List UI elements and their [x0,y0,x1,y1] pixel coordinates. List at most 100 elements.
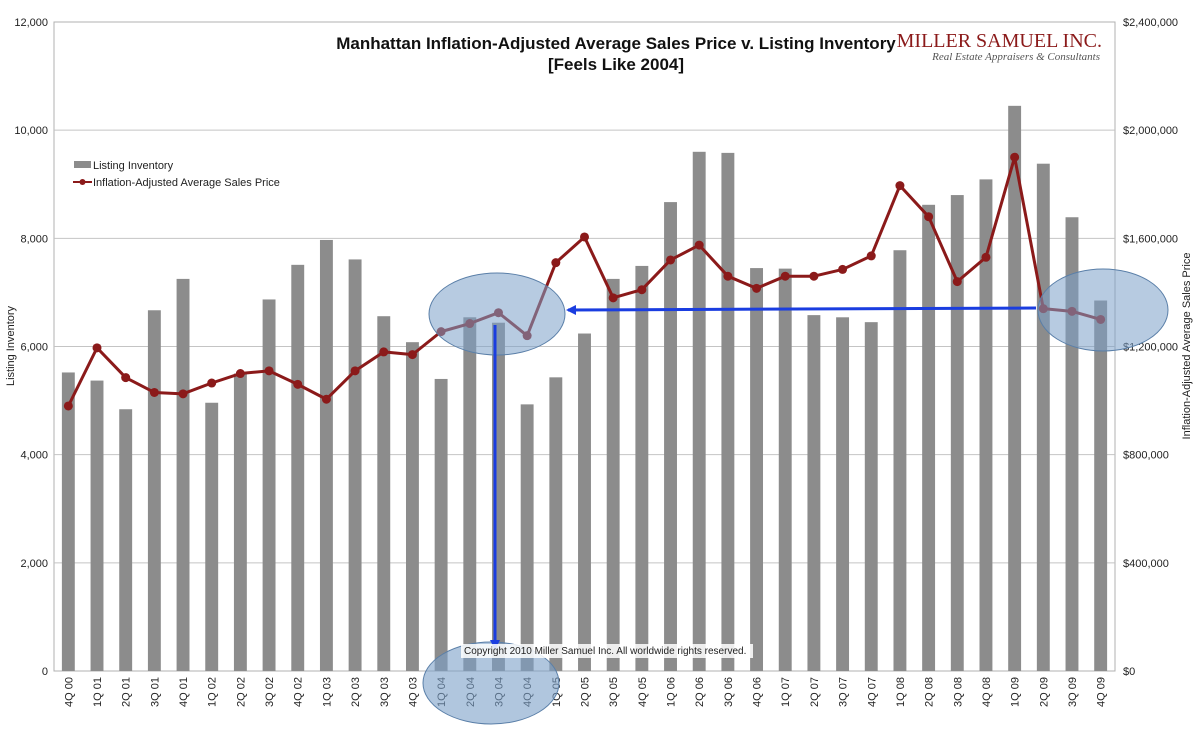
inventory-bar [750,268,764,671]
x-tick-label: 1Q 03 [321,677,333,707]
price-point [637,285,647,295]
x-tick-label: 3Q 06 [723,677,735,707]
inventory-bar [950,195,964,672]
x-tick-label: 4Q 06 [752,677,764,707]
x-tick-label: 2Q 09 [1038,677,1050,707]
x-tick-label: 4Q 09 [1096,677,1108,707]
y2-tick-label: $0 [1123,666,1135,678]
y-tick-label: 8,000 [20,233,48,245]
x-tick-label: 4Q 07 [866,677,878,707]
y-tick-label: 0 [42,666,48,678]
y2-tick-label: $1,600,000 [1123,233,1178,245]
highlight-ellipse-2004 [428,272,566,356]
x-tick-label: 4Q 01 [178,677,190,707]
inventory-bar [807,315,821,671]
price-point [235,369,245,379]
y-axis-title: Listing Inventory [5,305,17,386]
price-point [92,343,102,353]
legend-label-price: Inflation-Adjusted Average Sales Price [93,177,280,189]
horizontal-arrow [566,304,1037,315]
inventory-bar [549,377,563,671]
copyright-backdrop [461,644,753,658]
x-tick-label: 4Q 00 [63,677,75,707]
inventory-bar [61,372,75,671]
inventory-bar [205,402,219,671]
x-tick-label: 2Q 08 [924,677,936,707]
x-tick-label: 4Q 02 [293,677,305,707]
price-point [350,366,360,376]
y-tick-label: 6,000 [20,342,48,354]
highlight-ellipse-2009 [1037,268,1169,352]
inventory-bar [147,310,161,671]
copyright-text: Copyright 2010 Miller Samuel Inc. All wo… [464,646,746,657]
legend-bar-swatch [74,161,91,168]
y-tick-label: 2,000 [20,558,48,570]
price-point [207,378,217,388]
price-point [121,373,131,383]
chart-subtitle: [Feels Like 2004] [548,55,684,74]
inventory-bar [377,316,391,671]
inventory-bars [61,105,1108,672]
x-tick-label: 1Q 09 [1010,677,1022,707]
price-point [838,264,848,274]
legend: Listing Inventory Inflation-Adjusted Ave… [73,160,280,189]
x-tick-label: 3Q 02 [264,677,276,707]
price-point [1010,152,1020,162]
inventory-bar [520,404,534,671]
brand-tagline: Real Estate Appraisers & Consultants [931,51,1100,63]
price-point [580,232,589,242]
price-point [694,240,704,250]
left-axis-ticks: 0 2,000 4,000 6,000 8,000 10,000 12,000 [14,17,48,678]
price-point [809,271,819,281]
inventory-bar [405,342,419,671]
inventory-bar [979,179,993,671]
inventory-bar [893,250,907,671]
price-point [149,387,159,397]
x-tick-label: 2Q 05 [580,677,592,707]
inventory-bar [721,152,735,672]
inventory-bar [463,317,477,671]
x-tick-label: 3Q 03 [379,677,391,707]
inventory-bar [922,204,936,671]
x-tick-label: 1Q 01 [92,677,104,707]
inventory-bar [434,378,448,671]
y2-tick-label: $800,000 [1123,450,1169,462]
x-tick-label: 2Q 03 [350,677,362,707]
inventory-bar [262,299,276,671]
inventory-bar [319,239,333,672]
inventory-bar [1008,105,1022,672]
x-tick-label: 1Q 06 [666,677,678,707]
x-tick-label: 4Q 08 [981,677,993,707]
price-point [551,258,561,268]
price-point [608,293,618,303]
price-point [752,283,762,293]
inventory-bar [1036,163,1050,671]
legend-label-inventory: Listing Inventory [93,160,174,172]
price-point [780,271,790,281]
inventory-bar [119,409,133,671]
inventory-bar [778,268,792,671]
x-tick-label: 3Q 01 [149,677,161,707]
brand-logo: MILLER SAMUEL INC. [897,30,1102,52]
price-point [321,394,331,404]
y2-axis-title: Inflation-Adjusted Average Sales Price [1181,253,1193,440]
price-point [293,379,303,389]
price-point [407,350,417,360]
inventory-bar [233,373,247,671]
price-point [379,347,389,357]
inventory-bar [664,202,677,671]
inventory-bar [348,259,362,671]
y-tick-label: 10,000 [14,125,48,137]
right-axis-ticks: $0$400,000$800,000$1,200,000$1,600,000$2… [1123,17,1178,678]
x-tick-label: 1Q 02 [207,677,219,707]
price-point [178,389,188,399]
y-tick-label: 4,000 [20,450,48,462]
x-tick-label: 1Q 08 [895,677,907,707]
price-line [63,152,1106,411]
inventory-bar [578,333,591,671]
inventory-bar [90,380,104,671]
price-point [264,366,274,376]
price-point [895,181,905,191]
legend-marker [79,179,86,185]
